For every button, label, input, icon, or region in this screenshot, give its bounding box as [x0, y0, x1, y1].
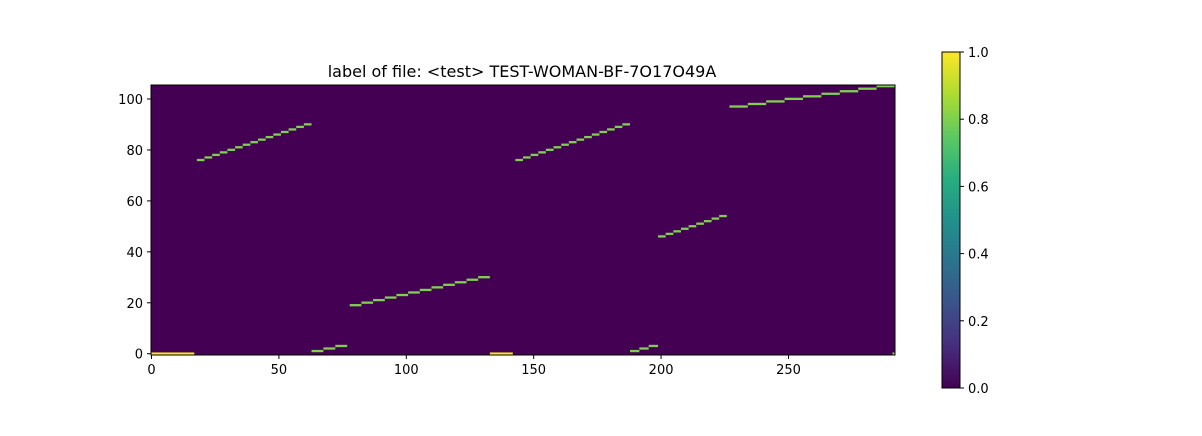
heatmap-cell	[766, 100, 785, 103]
y-tick-label: 80	[126, 144, 143, 159]
heatmap-cell	[515, 158, 523, 162]
heatmap-cell	[212, 153, 220, 157]
heatmap-cell	[303, 123, 312, 126]
heatmap-cell	[408, 291, 420, 294]
x-tick-label: 100	[394, 363, 419, 378]
heatmap-cell	[443, 283, 455, 286]
heatmap-cell	[396, 293, 409, 297]
heatmap-cell	[196, 158, 205, 162]
heatmap-cell	[680, 227, 689, 230]
heatmap-cell	[673, 230, 681, 233]
colorbar-tick-label: 0.0	[968, 382, 989, 397]
y-tick-label: 100	[118, 93, 143, 108]
heatmap-cell	[658, 235, 666, 238]
heatmap-cell	[576, 138, 585, 141]
x-tick-label: 200	[649, 363, 674, 378]
heatmap-cell	[384, 296, 397, 299]
x-tick-label: 50	[271, 363, 288, 378]
heatmap-cell	[719, 214, 727, 218]
heatmap-cell	[431, 286, 444, 289]
heatmap-cell	[235, 146, 243, 149]
x-tick-label: 0	[147, 363, 155, 378]
heatmap-cell	[545, 148, 554, 151]
x-axis: 0 50 100 150 200 250	[147, 355, 801, 378]
heatmap-cell	[591, 133, 600, 136]
heatmap-cell	[607, 128, 615, 131]
heatmap-cell	[227, 148, 236, 151]
heatmap-cell	[323, 347, 336, 350]
heatmap-cell	[258, 138, 266, 141]
y-axis: 0 20 40 60 80 100	[118, 93, 151, 363]
heatmap-cell	[280, 130, 289, 134]
y-tick-label: 60	[126, 195, 143, 210]
heatmap-cell	[568, 141, 577, 144]
y-tick-label: 40	[126, 246, 143, 261]
heatmap-cell	[876, 85, 895, 88]
heatmap-cell	[639, 347, 649, 350]
heatmap-cell	[729, 105, 748, 108]
x-tick-label: 150	[521, 363, 546, 378]
heatmap-cell	[553, 146, 562, 149]
heatmap-cell	[747, 102, 767, 106]
heatmap-cell	[250, 141, 259, 144]
colorbar-tick-label: 0.4	[968, 248, 989, 263]
heatmap-cell	[784, 97, 803, 101]
heatmap-cell	[419, 288, 432, 292]
heatmap-cell	[335, 344, 348, 348]
colorbar: 0.0 0.2 0.4 0.6 0.8 1.0	[941, 46, 989, 397]
heatmap-cell	[688, 225, 697, 228]
colorbar-tick-label: 0.8	[968, 113, 989, 128]
heatmap-cell	[454, 281, 467, 284]
heatmap-cell	[296, 125, 304, 129]
plot-frame	[150, 84, 896, 356]
heatmap-cell	[584, 135, 592, 139]
heatmap-cell	[821, 92, 840, 95]
colorbar-tick-label: 1.0	[968, 46, 989, 61]
heatmap-cell	[523, 156, 531, 159]
x-tick-label: 250	[776, 363, 801, 378]
heatmap-cell	[648, 344, 659, 348]
chart-title: label of file: <test> TEST-WOMAN-BF-7O17…	[328, 62, 717, 81]
colorbar-tick-label: 0.6	[968, 180, 989, 195]
heatmap-cell	[489, 352, 513, 355]
heatmap-cell	[466, 278, 479, 281]
heatmap-cell	[530, 153, 539, 157]
heatmap-cell	[373, 298, 385, 302]
heatmap-cell	[802, 95, 822, 98]
heatmap-background	[151, 85, 895, 355]
heatmap-cell	[288, 128, 297, 131]
heatmap-cell	[561, 143, 569, 146]
y-tick-label: 0	[135, 348, 143, 363]
colorbar-ticks: 0.0 0.2 0.4 0.6 0.8 1.0	[960, 46, 989, 397]
heatmap-cell	[478, 276, 490, 279]
heatmap-cell	[242, 143, 251, 146]
heatmap-cell	[349, 304, 362, 307]
colorbar-tick-label: 0.2	[968, 315, 989, 330]
heatmap-cell	[858, 87, 877, 90]
heatmap-plot-area	[150, 84, 896, 356]
heatmap-cell	[361, 301, 374, 304]
heatmap-cell	[151, 352, 195, 355]
heatmap-cell	[265, 135, 274, 139]
heatmap-cell	[703, 220, 712, 223]
y-tick-label: 20	[126, 297, 143, 312]
heatmap-cell	[599, 130, 608, 134]
heatmap-cell	[219, 151, 228, 154]
heatmap-cell	[630, 349, 640, 353]
heatmap-cell	[622, 123, 631, 126]
heatmap-cell	[538, 151, 546, 154]
heatmap-cell	[839, 90, 859, 93]
colorbar-gradient	[941, 51, 961, 389]
heatmap-cell	[273, 133, 281, 136]
heatmap-cell	[204, 156, 213, 159]
heatmap-cell	[665, 232, 674, 236]
heatmap-cell	[711, 217, 720, 220]
heatmap-cell	[696, 222, 704, 225]
heatmap-cell	[614, 125, 623, 129]
heatmap-cell	[311, 349, 324, 353]
heatmap-marks	[151, 85, 895, 355]
heatmap-cell	[892, 352, 895, 355]
